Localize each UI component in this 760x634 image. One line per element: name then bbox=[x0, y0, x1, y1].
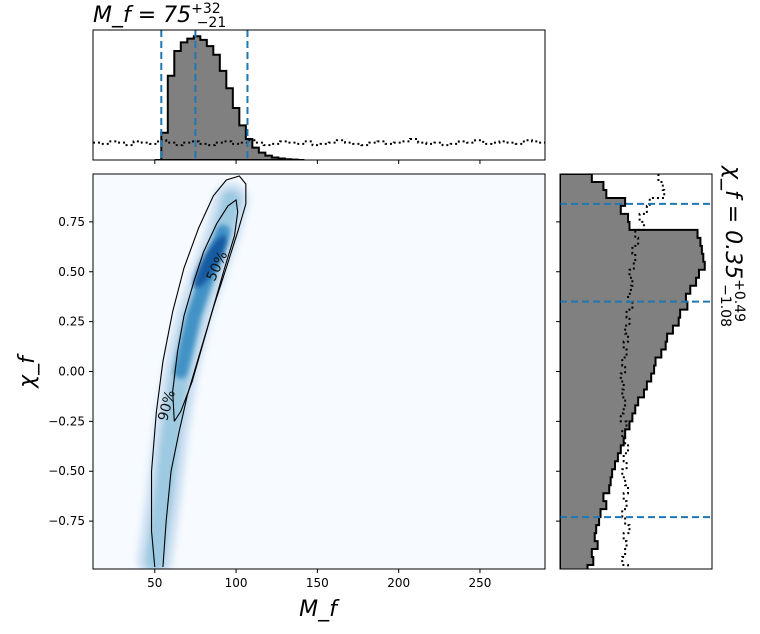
spin-marginal-title: χ_f = 0.35+0.49−1.08 bbox=[717, 165, 747, 327]
spin-prior-histogram bbox=[619, 174, 666, 569]
joint-density bbox=[137, 182, 249, 569]
mass-title-sub: −21 bbox=[197, 15, 227, 31]
density-peak bbox=[193, 235, 227, 289]
mass-prior-histogram bbox=[93, 137, 545, 147]
joint-posterior-panel: 50%90% 50 100 150 200 250 −0.75−0.50−0.250.0… bbox=[15, 173, 546, 622]
mass-marginal-panel: M_f = 75+32 −21 bbox=[92, 1, 546, 164]
y-tick-label: −0.75 bbox=[48, 514, 85, 528]
spin-title-sup: +0.49 bbox=[731, 279, 747, 322]
contour-90-label: 90% bbox=[155, 389, 179, 423]
joint-y-ticks: −0.75 −0.50 −0.25 0.00 0.25 0.50 0.75 bbox=[48, 215, 93, 528]
spin-title-sub: −1.08 bbox=[717, 284, 733, 327]
spin-marginal-content bbox=[560, 174, 712, 569]
y-tick-label: 0.50 bbox=[58, 265, 85, 279]
x-tick-label: 150 bbox=[306, 576, 329, 590]
x-tick-label: 200 bbox=[387, 576, 410, 590]
spin-title-main: χ_f = 0.35 bbox=[720, 165, 745, 279]
y-axis-label: χ_f bbox=[15, 353, 40, 389]
x-tick-label: 100 bbox=[225, 576, 248, 590]
mass-marginal-content bbox=[93, 30, 545, 160]
y-tick-label: 0.75 bbox=[58, 215, 85, 229]
x-axis-label: M_f bbox=[299, 597, 340, 622]
x-tick-label: 250 bbox=[469, 576, 492, 590]
y-tick-label: 0.00 bbox=[58, 365, 85, 379]
spin-posterior-histogram bbox=[560, 174, 706, 569]
y-tick-label: −0.50 bbox=[48, 464, 85, 478]
mass-posterior-histogram bbox=[154, 35, 305, 160]
contour-90-line bbox=[150, 175, 247, 568]
x-tick-label: 50 bbox=[147, 576, 162, 590]
spin-marginal-ticks bbox=[556, 221, 560, 522]
mass-marginal-title: M_f = 75+32 −21 bbox=[93, 1, 226, 31]
mass-title-main: M_f = 75 bbox=[93, 3, 191, 28]
y-tick-label: −0.25 bbox=[48, 414, 85, 428]
joint-x-ticks: 50 100 150 200 250 bbox=[147, 569, 491, 590]
mass-marginal-frame bbox=[92, 29, 546, 161]
mass-marginal-ticks bbox=[154, 160, 481, 164]
spin-marginal-panel: χ_f = 0.35+0.49−1.08 bbox=[556, 165, 747, 570]
y-tick-label: 0.25 bbox=[58, 315, 85, 329]
mass-title-sup: +32 bbox=[191, 1, 221, 17]
